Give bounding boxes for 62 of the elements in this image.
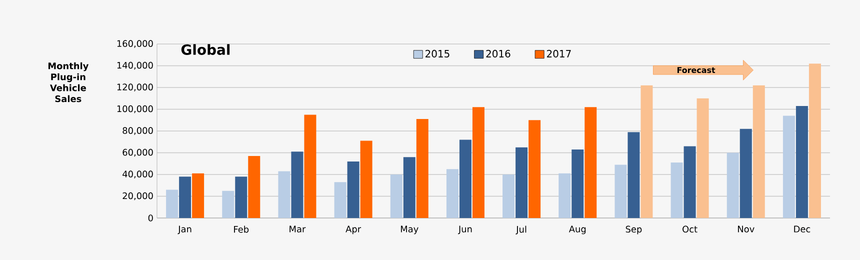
bar — [572, 149, 584, 218]
y-tick-label: 20,000 — [122, 192, 153, 200]
legend-label: 2017 — [547, 50, 571, 58]
bar — [740, 128, 752, 218]
x-tick-label: Jun — [458, 226, 472, 234]
bar — [166, 190, 178, 218]
bar — [222, 190, 234, 218]
x-tick-label: Jan — [178, 226, 192, 234]
bar — [614, 164, 627, 218]
y-tick-label: 120,000 — [117, 84, 153, 92]
bar — [403, 157, 416, 218]
bar — [235, 176, 248, 218]
bar — [248, 156, 260, 218]
x-tick-label: Oct — [682, 226, 698, 233]
bar — [684, 146, 696, 218]
bar — [752, 85, 765, 218]
bar — [640, 85, 653, 218]
bar — [808, 64, 821, 218]
y-tick-label: 80,000 — [122, 127, 153, 135]
bar — [558, 173, 571, 218]
x-tick-label: Dec — [794, 226, 810, 232]
bar — [696, 98, 709, 218]
y-tick-label: 140,000 — [117, 62, 153, 70]
bar — [390, 174, 402, 218]
bar — [459, 140, 472, 218]
y-tick-label: 60,000 — [122, 148, 153, 157]
bar — [502, 174, 515, 218]
x-tick-label: May — [400, 226, 418, 234]
bar — [291, 152, 304, 218]
bar — [446, 169, 458, 218]
x-tick-label: Nov — [738, 226, 754, 232]
bar — [472, 107, 484, 218]
bar — [416, 119, 428, 218]
x-tick-label: Aug — [568, 226, 586, 234]
bar — [726, 152, 739, 218]
y-tick-label: 100,000 — [117, 105, 153, 114]
y-tick-label: 160,000 — [117, 40, 153, 48]
bar — [528, 120, 541, 218]
bar — [670, 162, 683, 218]
x-tick-label: Sep — [626, 226, 642, 234]
bar — [278, 171, 290, 218]
bar — [584, 107, 597, 218]
x-tick-label: Mar — [290, 226, 306, 232]
legend-label: 2015 — [426, 50, 450, 58]
legend-label: 2016 — [486, 50, 510, 58]
x-tick-label: Apr — [346, 226, 362, 234]
bar — [179, 176, 192, 218]
x-tick-label: Jul — [516, 226, 526, 234]
bar — [347, 161, 360, 218]
bar — [360, 140, 372, 218]
chart-title: Global — [181, 44, 230, 55]
x-tick-label: Feb — [234, 226, 249, 233]
bar — [516, 147, 528, 218]
bar — [334, 182, 346, 218]
bar — [192, 173, 204, 218]
y-tick-label: 40,000 — [122, 170, 153, 178]
bar — [304, 114, 316, 218]
bar — [796, 106, 808, 218]
y-axis-title: Monthly Plug-in Vehicle Sales — [48, 62, 89, 102]
y-tick-label: 0 — [148, 214, 153, 222]
bar — [628, 132, 640, 218]
bar — [782, 116, 795, 218]
